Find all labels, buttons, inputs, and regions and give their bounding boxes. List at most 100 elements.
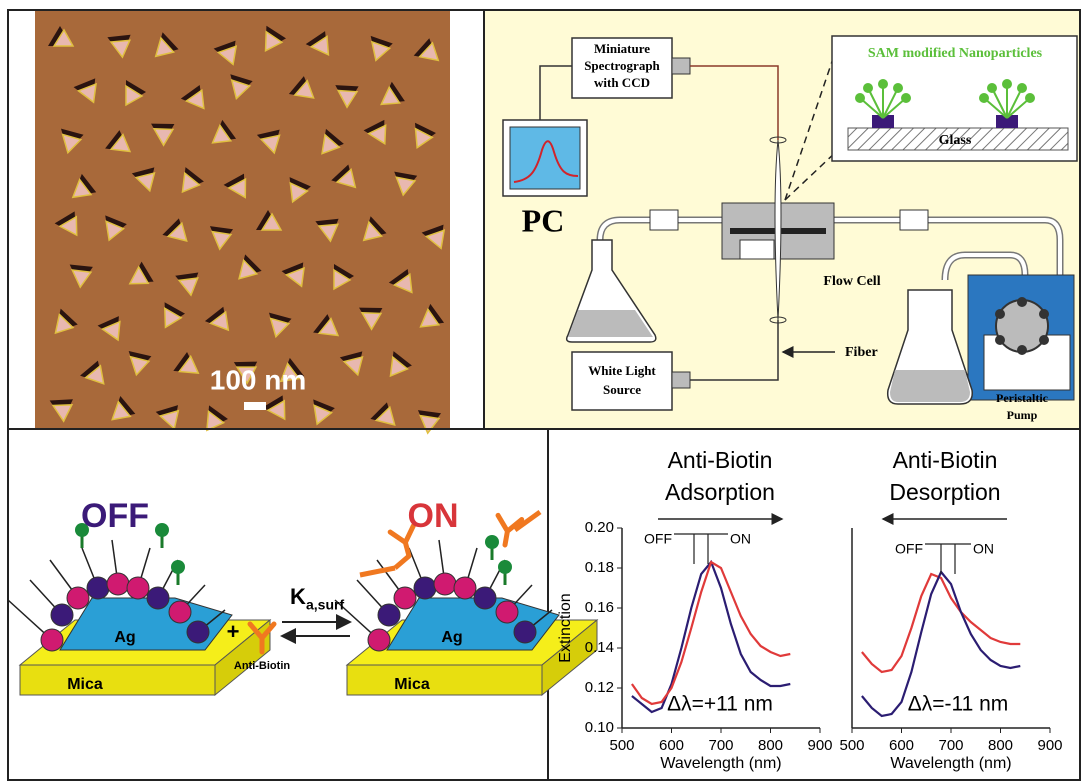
particle <box>223 173 247 199</box>
particle <box>111 396 136 421</box>
particle-top <box>134 171 156 193</box>
particle <box>264 25 286 52</box>
y-tick-label: 0.18 <box>585 559 614 576</box>
particle-top <box>395 176 417 197</box>
particle-top <box>367 124 387 145</box>
chart-title: Desorption <box>889 479 1000 505</box>
x-tick-label: 800 <box>988 737 1013 754</box>
particle-top <box>266 399 286 421</box>
particle <box>315 218 339 243</box>
particle-top <box>336 89 359 109</box>
particle <box>359 307 383 331</box>
peak-marker <box>674 533 728 564</box>
state-label: OFF <box>81 497 149 535</box>
x-tick-label: 700 <box>708 737 733 754</box>
particle-top <box>227 177 247 199</box>
particle <box>71 173 97 199</box>
particle-top <box>177 354 200 374</box>
particle <box>128 351 152 377</box>
particle-top <box>392 272 413 294</box>
x-tick-label: 900 <box>807 737 832 754</box>
legend-label: ON <box>730 531 751 547</box>
chart-title: Anti-Biotin <box>893 447 998 473</box>
particle-top <box>230 78 252 100</box>
particle-top <box>317 223 339 243</box>
setup-drawing <box>502 35 1078 411</box>
particle <box>173 352 200 374</box>
y-tick-label: 0.12 <box>585 679 614 696</box>
particle <box>69 264 93 289</box>
particle-top <box>260 212 283 231</box>
y-tick-label: 0.10 <box>585 719 614 736</box>
particle-top <box>70 269 93 289</box>
particle <box>313 399 335 426</box>
particle-top <box>206 409 226 432</box>
particle-top <box>152 128 175 147</box>
label: Pump <box>1007 408 1038 422</box>
label: Source <box>603 382 641 397</box>
particle-top <box>284 266 305 288</box>
x-tick-label: 800 <box>758 737 783 754</box>
particle <box>321 128 344 155</box>
particle-top <box>259 134 281 155</box>
particle-top <box>84 364 105 385</box>
x-tick-label: 500 <box>839 737 864 754</box>
particle <box>49 399 74 423</box>
particle <box>105 215 127 242</box>
particle-top <box>100 320 121 342</box>
label: Ag <box>441 629 462 646</box>
particle <box>105 130 132 153</box>
particle <box>73 78 97 104</box>
particle-top <box>216 45 238 66</box>
label: Glass <box>939 133 972 148</box>
particle-top <box>52 28 75 47</box>
spectrum-line <box>631 560 791 706</box>
particle <box>206 405 228 432</box>
particle-top <box>154 36 175 58</box>
particle <box>54 308 78 335</box>
particle <box>370 35 393 62</box>
particle-top <box>333 268 352 291</box>
particle-top <box>335 168 357 189</box>
particle-top <box>418 41 440 62</box>
chart-title: Adsorption <box>665 479 775 505</box>
particle <box>211 119 237 144</box>
label: PC <box>522 202 565 238</box>
state-label: ON <box>408 497 459 535</box>
particle <box>389 351 412 378</box>
particle <box>333 264 354 291</box>
particle-top <box>208 310 230 332</box>
particle <box>279 357 305 383</box>
particle <box>256 210 283 231</box>
particle-top <box>51 404 74 423</box>
particle-top <box>105 220 125 242</box>
particle <box>230 74 253 100</box>
label: Mica <box>394 676 430 693</box>
particle <box>180 84 205 110</box>
label: + <box>227 619 240 644</box>
rate-constant: K <box>290 584 306 609</box>
particle <box>238 254 262 280</box>
scale-bar <box>244 402 266 410</box>
particle <box>80 360 105 385</box>
particle <box>125 80 146 107</box>
particle <box>363 119 387 145</box>
legend-label: ON <box>973 541 994 557</box>
particle-top <box>317 317 340 337</box>
particle-top <box>264 30 284 52</box>
particle-top <box>71 177 93 199</box>
x-axis-label: Wavelength (nm) <box>890 755 1011 772</box>
particle <box>414 122 436 149</box>
particle-top <box>61 133 83 155</box>
particle-top <box>235 366 258 385</box>
particle-top <box>125 84 144 107</box>
particle <box>209 226 234 251</box>
x-tick-label: 600 <box>889 737 914 754</box>
label: Mica <box>67 676 103 693</box>
particle-top <box>128 265 150 285</box>
particle-top <box>109 133 132 153</box>
particle-top <box>58 215 78 237</box>
particle-top <box>389 355 409 378</box>
